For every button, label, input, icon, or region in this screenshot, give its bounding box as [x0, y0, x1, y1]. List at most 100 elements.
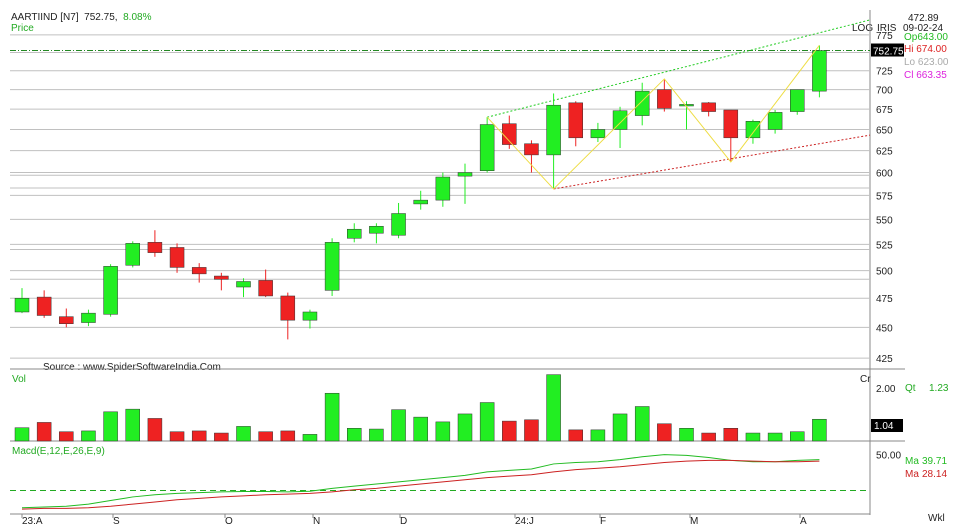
time-axis-label: M: [690, 516, 698, 527]
volume-bar: [103, 411, 118, 442]
candle-up: [302, 311, 318, 321]
price-tick-label: 425: [876, 354, 893, 365]
volume-bar: [369, 428, 384, 442]
time-axis-label: N: [313, 516, 320, 527]
volume-bar: [147, 418, 163, 442]
high-readout: Hi 674.00: [904, 44, 947, 55]
time-axis-label: D: [400, 516, 407, 527]
candle-up: [81, 312, 96, 323]
price-tick-label: 725: [876, 67, 893, 78]
close-readout: Cl 663.35: [904, 70, 947, 81]
top-right-value: 472.89: [908, 13, 939, 24]
volume-bar: [502, 420, 517, 442]
qty-value: 1.23: [929, 383, 949, 394]
macd-tick-label: 50.00: [876, 451, 901, 462]
volume-marker-bg: [871, 419, 903, 432]
volume-tick-label: 2.00: [876, 384, 896, 395]
volume-bar: [302, 434, 318, 442]
volume-bar: [324, 392, 340, 442]
open-readout: Op643.00: [904, 32, 948, 43]
candle-up: [590, 129, 606, 139]
volume-bar: [457, 413, 473, 442]
volume-bar: [546, 374, 561, 442]
macd-line: [21, 454, 820, 509]
volume-bar: [524, 419, 539, 442]
zigzag-line: [486, 45, 820, 190]
lower-trend-line: [553, 134, 871, 190]
candle-down: [657, 89, 672, 109]
macd-legend-label: Ma: [905, 456, 919, 467]
candle-down: [191, 267, 207, 275]
candle-up: [324, 242, 340, 291]
volume-bar: [258, 431, 273, 442]
candle-up: [612, 110, 628, 130]
candle-up: [457, 172, 473, 177]
candle-down: [258, 280, 273, 297]
price-tick-label: 775: [876, 31, 893, 42]
candle-down: [36, 296, 52, 316]
volume-bar: [767, 432, 783, 442]
volume-bar: [812, 418, 827, 442]
time-axis-label: S: [113, 516, 120, 527]
candle-up: [812, 50, 827, 92]
price-tick-label: 625: [876, 147, 893, 158]
volume-last-marker: 1.04: [874, 421, 894, 432]
symbol-name: AARTIIND [N7]: [11, 12, 79, 23]
candle-up: [369, 225, 384, 234]
volume-bar: [236, 426, 251, 442]
candle-up: [103, 266, 118, 315]
candle-up: [679, 104, 694, 107]
candle-down: [701, 102, 716, 112]
candle-up: [413, 199, 428, 205]
volume-pane-label: Vol: [12, 374, 26, 385]
volume-bar: [191, 430, 207, 442]
qty-label: Qt: [905, 383, 916, 394]
price-tick-label: 550: [876, 215, 893, 226]
last-price-marker: 752.75: [873, 47, 904, 58]
price-tick-label: 575: [876, 191, 893, 202]
candle-up: [634, 90, 650, 116]
candle-up: [790, 89, 805, 112]
date-readout: 09-02-24: [903, 23, 944, 34]
log-toggle[interactable]: LOG: [852, 23, 874, 34]
volume-bar: [125, 408, 140, 442]
candle-up: [125, 243, 140, 266]
candle-down: [59, 316, 74, 324]
symbol-header: AARTIIND [N7] 752.75, 8.08%: [11, 12, 151, 23]
last-price-marker-bg: [871, 43, 904, 57]
volume-bar: [701, 432, 716, 442]
price-tick-label: 675: [876, 105, 893, 116]
time-axis-label: 24:J: [515, 516, 534, 527]
time-axis-label: A: [800, 516, 807, 527]
candle-down: [524, 143, 539, 156]
low-readout: Lo 623.00: [904, 57, 949, 68]
candle-up: [14, 297, 30, 313]
volume-bar: [413, 416, 428, 442]
candle-up: [391, 213, 406, 236]
price-tick-label: 500: [876, 267, 893, 278]
volume-bar: [657, 423, 672, 442]
iris-toggle[interactable]: IRIS: [877, 23, 897, 34]
candle-up: [546, 104, 561, 156]
candle-up: [236, 281, 251, 288]
volume-bar: [391, 409, 406, 442]
candle-up: [767, 112, 783, 130]
price-tick-label: 450: [876, 323, 893, 334]
candle-down: [723, 109, 739, 139]
volume-bar: [81, 430, 96, 442]
price-tick-label: 650: [876, 125, 893, 136]
price-tick-label: 525: [876, 240, 893, 251]
upper-trend-line: [487, 19, 871, 118]
time-axis-label: 23:A: [22, 516, 43, 527]
volume-bar: [59, 431, 74, 442]
price-pane-label: Price: [11, 23, 34, 34]
price-tick-label: 475: [876, 294, 893, 305]
volume-bar: [634, 406, 650, 442]
signal-legend-value: 28.14: [922, 469, 947, 480]
percent-change: 8.08%: [123, 12, 152, 23]
signal-legend-label: Ma: [905, 469, 919, 480]
candle-up: [745, 121, 761, 139]
volume-bar: [745, 432, 761, 442]
